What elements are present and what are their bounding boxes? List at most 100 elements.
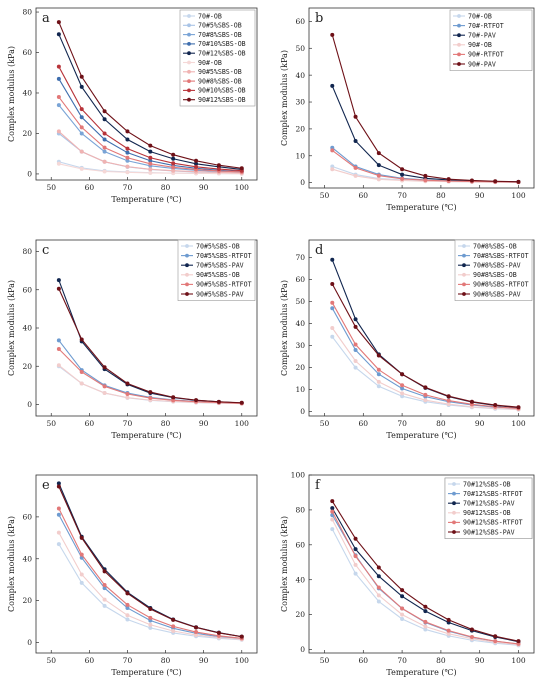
y-tick-label: 60 — [295, 17, 305, 26]
legend-entry: 70#5%SBS-PAV — [196, 262, 244, 270]
data-point — [171, 156, 176, 161]
data-point — [148, 622, 153, 627]
data-point — [446, 177, 451, 182]
data-point — [79, 535, 84, 540]
legend-swatch-marker — [457, 42, 461, 47]
data-point — [423, 173, 428, 178]
data-point — [125, 150, 130, 155]
data-point — [400, 167, 405, 172]
data-point — [79, 107, 84, 112]
data-point — [56, 129, 61, 134]
data-point — [516, 405, 521, 410]
data-point — [171, 161, 176, 166]
y-tick-label: 0 — [27, 638, 32, 647]
data-point — [102, 384, 107, 389]
legend-box — [449, 9, 533, 71]
data-point — [353, 536, 358, 541]
data-point — [148, 396, 153, 401]
legend: 70#5%SBS-OB70#5%SBS-RTFOT70#5%SBS-PAV90#… — [177, 239, 256, 301]
data-point — [56, 286, 61, 291]
data-point — [79, 74, 84, 79]
data-point — [148, 155, 153, 160]
legend-swatch-marker — [187, 32, 191, 37]
data-point — [330, 306, 335, 311]
data-point — [423, 609, 428, 614]
data-point — [400, 176, 405, 181]
x-tick-label: 70 — [123, 419, 133, 428]
y-tick-label: 30 — [295, 98, 305, 107]
data-point — [102, 117, 107, 122]
data-point — [353, 547, 358, 552]
x-tick-label: 100 — [235, 656, 250, 665]
y-tick-label: 60 — [295, 275, 305, 284]
data-point — [353, 571, 358, 576]
legend-entry: 90#8%SBS-OB — [198, 77, 242, 85]
data-point — [469, 178, 474, 183]
data-point — [125, 158, 130, 163]
legend-swatch-marker — [185, 253, 189, 258]
y-tick-label: 100 — [291, 471, 306, 480]
data-point — [446, 402, 451, 407]
data-point — [423, 627, 428, 632]
y-tick-label: 0 — [27, 400, 32, 409]
data-point — [125, 613, 130, 618]
data-point — [353, 342, 358, 347]
x-tick-label: 80 — [436, 656, 446, 665]
data-point — [216, 399, 221, 404]
panel-letter: e — [42, 478, 50, 493]
data-point — [376, 173, 381, 178]
data-point — [56, 95, 61, 100]
data-point — [423, 178, 428, 183]
data-point — [493, 403, 498, 407]
legend-swatch-marker — [462, 244, 466, 248]
data-point — [79, 166, 84, 171]
legend-entry: 70#8%SBS-OB — [473, 242, 517, 250]
legend-box — [454, 239, 533, 301]
data-point — [423, 624, 428, 629]
x-axis-title: Temperature (℃) — [111, 195, 181, 204]
data-point — [56, 347, 61, 352]
data-point — [446, 398, 451, 403]
legend-swatch-marker — [185, 244, 189, 248]
data-point — [330, 517, 335, 522]
data-point — [353, 138, 358, 143]
data-point — [56, 161, 61, 166]
data-point — [171, 395, 176, 400]
panel-letter: c — [42, 243, 49, 258]
x-tick-label: 50 — [320, 656, 330, 665]
x-tick-label: 50 — [320, 419, 330, 428]
data-point — [102, 137, 107, 142]
legend-entry: 70#12%SBS-RTFOT — [463, 490, 523, 498]
y-tick-label: 60 — [295, 540, 305, 549]
legend-swatch-marker — [457, 33, 461, 38]
y-tick-label: 30 — [295, 341, 305, 350]
legend-swatch-marker — [457, 52, 461, 57]
data-point — [400, 606, 405, 611]
legend: 70#-OB 70#5%SBS-OB70#8%SBS-OB70#10%SBS-OB… — [179, 9, 256, 107]
legend-swatch-marker — [187, 51, 191, 56]
data-point — [79, 149, 84, 154]
legend-entry: 90#12%SBS-RTFOT — [463, 519, 523, 527]
plot-frame — [308, 7, 535, 189]
data-point — [376, 593, 381, 598]
data-point — [330, 506, 335, 511]
data-point — [353, 554, 358, 559]
legend-swatch-marker — [187, 88, 191, 93]
y-axis-title: Complex modulus (kPa) — [280, 280, 289, 376]
x-tick-label: 80 — [436, 191, 446, 200]
data-point — [516, 639, 521, 644]
data-point — [171, 168, 176, 173]
data-point — [423, 385, 428, 390]
data-point — [376, 163, 381, 168]
x-tick-label: 50 — [320, 191, 330, 200]
x-tick-label: 60 — [359, 191, 369, 200]
data-point — [194, 630, 199, 635]
panel-d: 50 60 70 80 90 100 0 10 20 30 40 50 60 70 Temperature … — [280, 239, 535, 440]
data-point — [216, 163, 221, 168]
x-tick-label: 60 — [359, 656, 369, 665]
data-point — [493, 639, 498, 644]
legend-entry: 90#10%SBS-OB — [198, 87, 246, 95]
plot-frame — [35, 7, 258, 181]
y-tick-label: 40 — [295, 71, 305, 80]
